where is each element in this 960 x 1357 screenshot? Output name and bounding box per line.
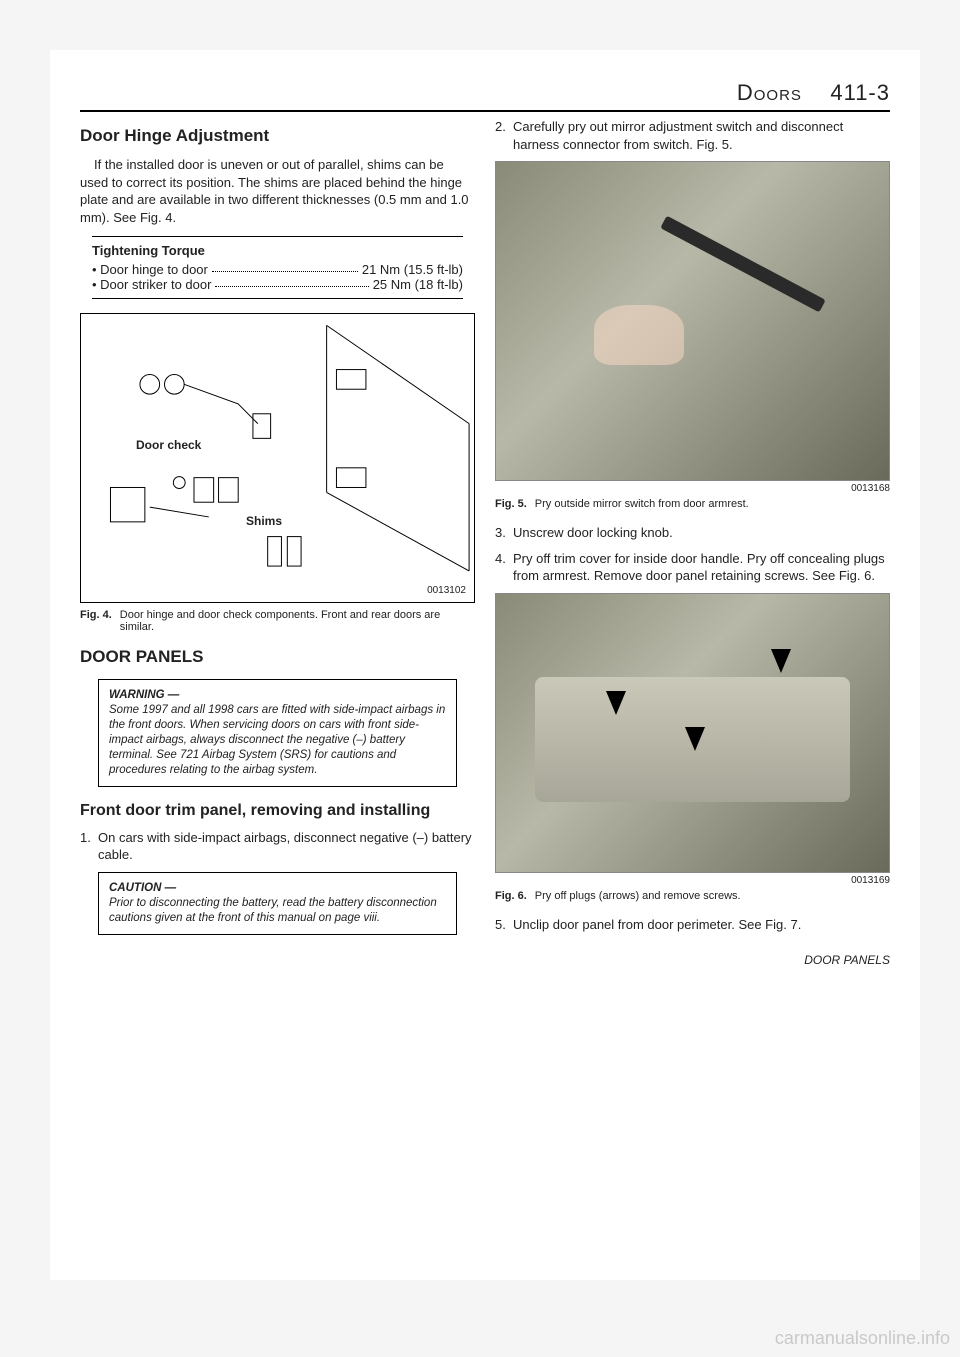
- torque-heading: Tightening Torque: [92, 243, 463, 258]
- header-rule: [80, 110, 890, 112]
- arrow-icon: [685, 727, 705, 751]
- caution-text: Prior to disconnecting the battery, read…: [109, 897, 437, 924]
- manual-page: Doors 411-3 Door Hinge Adjustment If the…: [50, 50, 920, 1280]
- warning-box: WARNING — Some 1997 and all 1998 cars ar…: [98, 679, 457, 787]
- procedure-steps: 3.Unscrew door locking knob. 4.Pry off t…: [495, 524, 890, 585]
- watermark-text: carmanualsonline.info: [775, 1328, 950, 1349]
- torque-label: Door hinge to door: [92, 262, 208, 277]
- step-number: 1.: [80, 829, 98, 847]
- leader-dots: [212, 262, 358, 272]
- tightening-torque-box: Tightening Torque Door hinge to door 21 …: [92, 236, 463, 299]
- warning-text: Some 1997 and all 1998 cars are fitted w…: [109, 704, 445, 776]
- step-text: Unscrew door locking knob.: [513, 525, 673, 540]
- hinge-adjustment-paragraph: If the installed door is uneven or out o…: [80, 156, 475, 226]
- step-number: 2.: [495, 118, 513, 136]
- step-text: Carefully pry out mirror adjustment swit…: [513, 119, 843, 152]
- figure-caption-text: Pry off plugs (arrows) and remove screws…: [535, 890, 890, 902]
- step-number: 5.: [495, 916, 513, 934]
- page-number: 411-3: [830, 80, 890, 105]
- door-panels-heading: DOOR PANELS: [80, 647, 475, 667]
- torque-row: Door striker to door 25 Nm (18 ft-lb): [92, 277, 463, 292]
- torque-value: 25 Nm (18 ft-lb): [373, 277, 463, 292]
- step-text: Pry off trim cover for inside door handl…: [513, 551, 885, 584]
- door-check-label: Door check: [136, 439, 201, 452]
- hinge-diagram-svg: [81, 314, 474, 602]
- figure-number: Fig. 4.: [80, 609, 112, 633]
- front-door-trim-heading: Front door trim panel, removing and inst…: [80, 801, 475, 821]
- step-item: 4.Pry off trim cover for inside door han…: [513, 550, 890, 585]
- torque-label: Door striker to door: [92, 277, 211, 292]
- step-number: 3.: [495, 524, 513, 542]
- right-column: 2.Carefully pry out mirror adjustment sw…: [495, 118, 890, 967]
- step-item: 3.Unscrew door locking knob.: [513, 524, 890, 542]
- procedure-steps: 5.Unclip door panel from door perimeter.…: [495, 916, 890, 934]
- step-item: 1.On cars with side-impact airbags, disc…: [98, 829, 475, 864]
- figure-6-caption: Fig. 6. Pry off plugs (arrows) and remov…: [495, 890, 890, 902]
- figure-4-diagram: Door check Shims 0013102: [80, 313, 475, 603]
- shims-label: Shims: [246, 514, 282, 528]
- photo-reference-number: 0013168: [495, 483, 890, 494]
- caution-title: CAUTION —: [109, 882, 176, 894]
- photo-reference-number: 0013169: [495, 875, 890, 886]
- figure-6-photo: [495, 593, 890, 873]
- figure-reference-number: 0013102: [427, 585, 466, 596]
- figure-4-caption: Fig. 4. Door hinge and door check compon…: [80, 609, 475, 633]
- arrow-icon: [771, 649, 791, 673]
- hinge-adjustment-heading: Door Hinge Adjustment: [80, 126, 475, 146]
- figure-5-photo: [495, 161, 890, 481]
- left-column: Door Hinge Adjustment If the installed d…: [80, 118, 475, 967]
- step-number: 4.: [495, 550, 513, 568]
- warning-title: WARNING —: [109, 689, 179, 701]
- step-item: 5.Unclip door panel from door perimeter.…: [513, 916, 890, 934]
- figure-number: Fig. 6.: [495, 890, 527, 902]
- leader-dots: [215, 277, 368, 287]
- hand-graphic: [594, 305, 684, 365]
- torque-value: 21 Nm (15.5 ft-lb): [362, 262, 463, 277]
- running-header: Doors 411-3: [80, 80, 890, 106]
- footer-section-tag: DOOR PANELS: [495, 953, 890, 967]
- torque-row: Door hinge to door 21 Nm (15.5 ft-lb): [92, 262, 463, 277]
- two-column-layout: Door Hinge Adjustment If the installed d…: [80, 118, 890, 967]
- figure-number: Fig. 5.: [495, 498, 527, 510]
- procedure-steps: 1.On cars with side-impact airbags, disc…: [80, 829, 475, 864]
- step-item: 2.Carefully pry out mirror adjustment sw…: [513, 118, 890, 153]
- figure-caption-text: Pry outside mirror switch from door armr…: [535, 498, 890, 510]
- arrow-icon: [606, 691, 626, 715]
- caution-box: CAUTION — Prior to disconnecting the bat…: [98, 872, 457, 935]
- figure-caption-text: Door hinge and door check components. Fr…: [120, 609, 475, 633]
- step-text: On cars with side-impact airbags, discon…: [98, 830, 472, 863]
- screwdriver-graphic: [660, 216, 826, 313]
- procedure-steps: 2.Carefully pry out mirror adjustment sw…: [495, 118, 890, 153]
- figure-5-caption: Fig. 5. Pry outside mirror switch from d…: [495, 498, 890, 510]
- chapter-name: Doors: [737, 80, 802, 105]
- step-text: Unclip door panel from door perimeter. S…: [513, 917, 801, 932]
